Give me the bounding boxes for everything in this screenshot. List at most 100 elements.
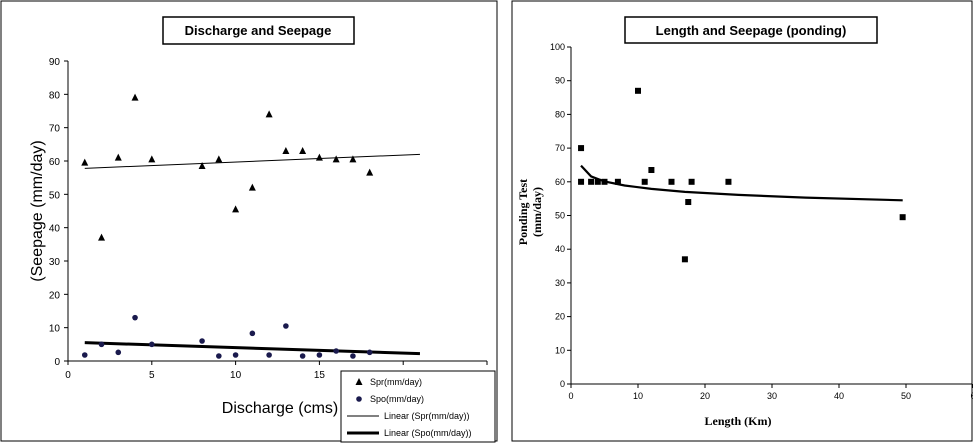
ponding-point: [685, 199, 692, 206]
left-y-ticks: 0 10 20 30 40 50 60 70 80 90: [49, 57, 68, 368]
right-chart-title-box: [624, 16, 878, 44]
spr-point: [299, 147, 307, 154]
left-y-tick-label: 80: [49, 90, 61, 101]
spr-point: [349, 155, 357, 163]
spo-point: [81, 352, 88, 358]
ponding-point: [594, 178, 601, 185]
spo-point: [216, 353, 222, 359]
spo-point: [149, 341, 155, 348]
left-y-tick-label: 40: [49, 224, 61, 235]
left-y-tick-label: 90: [49, 57, 61, 68]
left-chart-title-box: [162, 16, 355, 45]
ponding-point: [725, 178, 732, 185]
left-chart-axes: [67, 61, 487, 362]
ponding-point: [641, 178, 648, 185]
spo-point: [266, 352, 272, 358]
spr-point: [315, 153, 323, 161]
right-y-tick-label: 60: [555, 177, 565, 187]
left-chart-frame: [0, 0, 498, 442]
right-y-tick-label: 50: [555, 211, 565, 221]
ponding-point: [578, 178, 585, 185]
right-y-tick-label: 30: [555, 278, 565, 288]
left-chart-title: Discharge and Seepage: [185, 23, 332, 38]
spr-point: [114, 153, 122, 161]
legend-spo-marker: [356, 396, 362, 402]
spo-point: [98, 341, 105, 348]
ponding-point: [648, 167, 655, 174]
left-y-axis-label: (Seepage (mm/day): [29, 140, 46, 281]
spo-point: [199, 338, 205, 344]
right-x-tick-label: 20: [700, 391, 710, 401]
spo-point: [249, 330, 256, 337]
spo-point: [232, 352, 239, 358]
left-y-tick-label: 30: [49, 257, 61, 268]
right-y-tick-label: 80: [555, 109, 565, 119]
spo-point: [366, 349, 373, 356]
left-trendlines: [84, 153, 421, 356]
left-chart-legend: Spr(mm/day) Spo(mm/day) Linear (Spr(mm/day…: [340, 370, 496, 443]
spr-point: [282, 147, 290, 154]
left-y-tick-label: 0: [54, 357, 60, 368]
left-x-tick-label: 15: [314, 370, 326, 381]
legend-label: Spr(mm/day): [370, 377, 422, 387]
right-y-tick-label: 10: [555, 345, 565, 355]
ponding-point: [668, 178, 675, 185]
spr-point: [366, 168, 374, 176]
right-y-tick-label: 90: [555, 76, 565, 86]
log-trendline: [580, 164, 903, 202]
right-y-axis-label-line2: (mm/day): [530, 187, 544, 237]
legend-label: Linear (Spr(mm/day)): [384, 411, 470, 421]
spo-point: [333, 348, 339, 354]
spo-point: [115, 349, 122, 356]
ponding-point: [688, 178, 695, 185]
left-data-points: [81, 93, 374, 359]
right-x-tick-label: 40: [834, 391, 844, 401]
legend-label: Linear (Spo(mm/day)): [384, 428, 472, 438]
spr-point: [232, 205, 240, 213]
left-y-tick-label: 50: [49, 190, 61, 201]
right-chart-title: Length and Seepage (ponding): [656, 23, 847, 38]
spr-point: [215, 155, 223, 163]
right-x-tick-label: 10: [633, 391, 643, 401]
left-y-tick-label: 70: [49, 124, 61, 135]
spo-point: [132, 314, 138, 321]
left-x-tick-label: 10: [230, 370, 242, 381]
spr-point: [98, 233, 106, 241]
right-x-tick-label: 30: [767, 391, 777, 401]
left-y-tick-label: 10: [49, 324, 61, 335]
right-y-tick-label: 20: [555, 312, 565, 322]
legend-label: Spo(mm/day): [370, 394, 424, 404]
left-y-tick-label: 60: [49, 157, 61, 168]
spr-point: [248, 183, 256, 191]
right-y-ticks: 0 10 20 30 40 50 60 70 80 90 100: [550, 42, 571, 389]
ponding-point: [588, 178, 595, 185]
spr-point: [265, 110, 273, 118]
right-x-ticks: 0 10 20 30 40 50 6: [568, 384, 973, 401]
right-y-axis-label-line1: Ponding Test: [516, 179, 530, 245]
spr-point: [332, 155, 340, 163]
trendline-spr: [84, 153, 420, 169]
spr-point: [148, 155, 156, 163]
right-trendline: [580, 164, 903, 202]
ponding-point: [899, 214, 906, 221]
ponding-point: [681, 256, 688, 263]
trendline-spo: [84, 341, 421, 356]
right-y-tick-label: 70: [555, 143, 565, 153]
right-y-tick-label: 100: [550, 42, 565, 52]
right-x-axis-label: Length (Km): [705, 414, 772, 428]
ponding-point: [635, 87, 641, 94]
ponding-point: [601, 178, 608, 185]
right-x-tick-label: 50: [901, 391, 911, 401]
ponding-point: [578, 145, 585, 152]
spr-point: [198, 162, 206, 169]
ponding-point: [614, 178, 621, 185]
right-x-tick-label: 0: [568, 391, 573, 401]
legend-spr-marker: [355, 378, 363, 385]
left-y-tick-label: 20: [49, 290, 61, 301]
legend-box: [340, 370, 496, 443]
right-data-points: [578, 87, 906, 263]
spr-point: [131, 93, 139, 101]
left-x-tick-label: 5: [149, 370, 155, 381]
right-y-tick-label: 40: [555, 244, 565, 254]
